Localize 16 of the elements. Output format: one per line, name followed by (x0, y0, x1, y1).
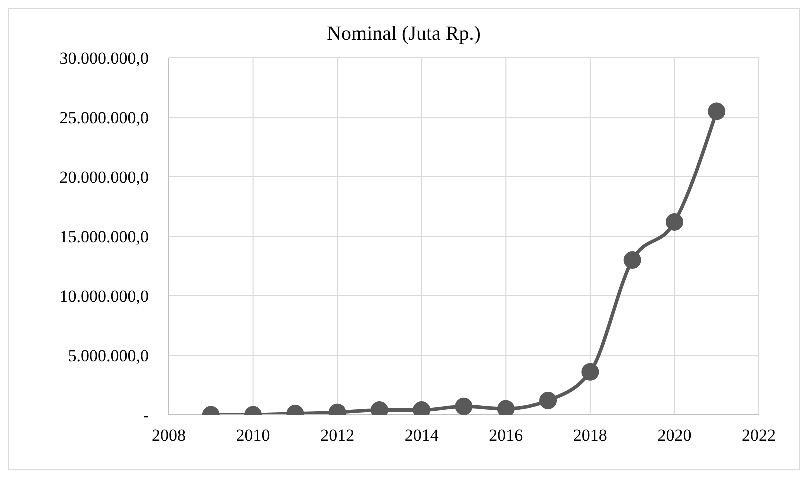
y-tick-label: 10.000.000,0 (60, 287, 149, 306)
y-tick-label: 5.000.000,0 (68, 346, 149, 366)
x-tick-label: 2020 (658, 426, 692, 446)
y-tick-label: 15.000.000,0 (60, 228, 149, 247)
x-tick-label: 2022 (742, 426, 776, 446)
x-tick-label: 2014 (404, 426, 440, 446)
x-tick-label: 2016 (489, 426, 524, 446)
y-tick-label: 25.000.000,0 (60, 108, 149, 128)
chart-title: Nominal (Juta Rp.) (326, 23, 482, 46)
x-tick-label: 2018 (573, 426, 608, 446)
x-tick-label: 2010 (236, 426, 270, 446)
y-tick-label: - (143, 406, 150, 426)
x-tick-label: 2012 (320, 426, 355, 446)
y-tick-label: 20.000.000,0 (60, 168, 149, 188)
x-tick-label: 2008 (152, 426, 186, 446)
y-tick-label: 30.000.000,0 (60, 49, 149, 68)
